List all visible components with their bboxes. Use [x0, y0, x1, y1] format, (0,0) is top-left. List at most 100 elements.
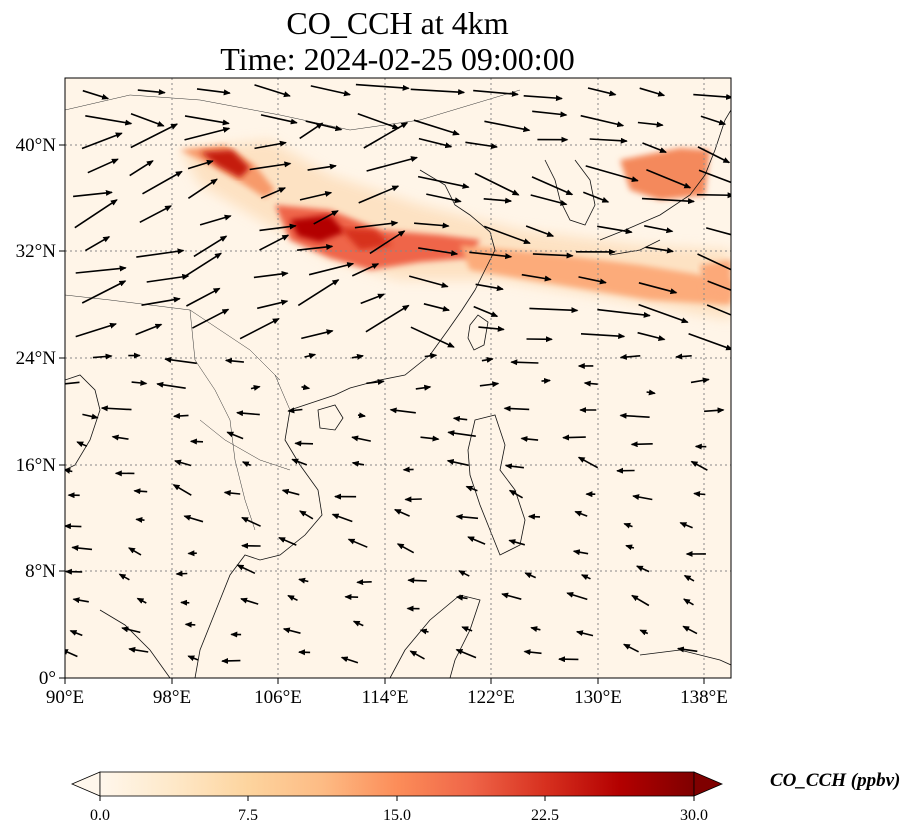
- wind-arrow: [239, 317, 280, 340]
- y-tick-label: 24°N: [16, 348, 57, 369]
- wind-arrow: [693, 93, 731, 100]
- wind-arrow: [682, 625, 698, 635]
- wind-arrow: [635, 565, 650, 573]
- colorbar-gradient: [99, 771, 695, 797]
- wind-arrow: [142, 170, 183, 195]
- wind-arrow: [637, 331, 666, 341]
- wind-arrow: [139, 205, 172, 224]
- wind-arrow: [189, 438, 204, 445]
- wind-arrow: [297, 279, 340, 307]
- wind-arrow: [531, 176, 574, 196]
- wind-arrow: [639, 87, 666, 97]
- wind-arrow: [641, 197, 695, 205]
- wind-arrow: [111, 434, 129, 441]
- wind-arrow: [250, 385, 261, 391]
- wind-arrow: [351, 353, 364, 360]
- wind-arrow: [532, 252, 574, 259]
- wind-arrow: [508, 489, 523, 499]
- x-tick-label: 106°E: [254, 687, 302, 708]
- wind-arrow: [301, 384, 311, 391]
- wind-arrow: [501, 592, 522, 600]
- wind-arrow: [75, 322, 117, 338]
- wind-arrow: [523, 649, 542, 656]
- wind-arrow: [407, 577, 427, 584]
- wind-arrow: [704, 407, 725, 414]
- wind-arrow: [583, 191, 610, 203]
- wind-arrow: [135, 516, 145, 523]
- wind-arrow: [467, 536, 486, 545]
- wind-arrow: [645, 246, 674, 254]
- wind-arrow: [473, 305, 499, 318]
- wind-arrow: [313, 210, 339, 225]
- colorbar-tick-label: 15.0: [383, 807, 411, 824]
- wind-arrow: [282, 627, 301, 634]
- wind-arrow: [484, 120, 531, 133]
- wind-arrow: [173, 412, 189, 419]
- wind-arrow: [706, 304, 731, 316]
- wind-arrow: [137, 89, 166, 96]
- colorbar-tick-label: 7.5: [238, 807, 258, 824]
- wind-arrow: [619, 412, 650, 419]
- wind-arrow: [183, 514, 204, 523]
- wind-arrow: [465, 485, 478, 492]
- wind-arrow: [156, 381, 186, 389]
- wind-arrow: [580, 574, 591, 581]
- x-tick-label: 122°E: [467, 687, 515, 708]
- wind-arrow: [254, 84, 291, 98]
- wind-arrow: [352, 620, 364, 627]
- wind-arrow: [118, 573, 130, 581]
- wind-arrow: [305, 120, 343, 132]
- wind-arrow: [683, 574, 695, 582]
- wind-arrow: [446, 459, 469, 467]
- wind-arrow: [697, 146, 731, 164]
- wind-arrow: [408, 275, 449, 288]
- wind-arrow: [529, 307, 579, 314]
- wind-arrow: [574, 510, 588, 517]
- wind-arrow: [65, 468, 73, 474]
- wind-arrow: [187, 655, 199, 662]
- coastlines: [65, 109, 731, 678]
- wind-arrow: [423, 303, 450, 312]
- wind-arrow: [597, 308, 651, 318]
- wind-arrow: [642, 142, 667, 154]
- x-tick-labels: 90°E 98°E 106°E 114°E 122°E 130°E 138°E: [46, 687, 728, 708]
- wind-arrow: [597, 225, 633, 235]
- wind-arrow: [240, 597, 259, 605]
- wind-arrow: [299, 122, 324, 140]
- colorbar-tick-label: 30.0: [680, 807, 708, 824]
- wind-arrow: [133, 488, 148, 495]
- wind-arrow: [631, 594, 650, 607]
- wind-arrow: [478, 325, 505, 332]
- wind-arrow: [483, 225, 531, 245]
- y-tick-label: 16°N: [16, 455, 57, 476]
- wind-arrow: [566, 592, 588, 601]
- wind-arrow: [572, 549, 589, 556]
- philippines-coastline: [467, 414, 526, 556]
- wind-arrow: [301, 329, 334, 340]
- yangtze-plume-core: [290, 215, 345, 242]
- wind-arrow: [475, 283, 504, 292]
- wind-arrow: [644, 225, 674, 234]
- wind-arrow: [705, 227, 731, 236]
- wind-arrow: [136, 597, 147, 604]
- wind-arrow: [625, 544, 635, 551]
- wind-arrow: [541, 377, 551, 384]
- wind-arrow: [241, 516, 261, 527]
- wind-arrow: [308, 262, 355, 276]
- y-tick-label: 8°N: [25, 561, 56, 582]
- colorbar-tick-label: 0.0: [90, 807, 110, 824]
- wind-arrow: [307, 163, 337, 171]
- wind-arrow: [420, 435, 440, 442]
- borneo-coastline: [389, 594, 481, 678]
- wind-arrow: [369, 230, 406, 255]
- wind-arrow: [259, 234, 290, 251]
- wind-arrow: [347, 538, 368, 548]
- wind-arrow: [85, 115, 133, 126]
- wind-arrow: [363, 122, 409, 149]
- wind-arrow: [65, 381, 80, 385]
- wind-arrow: [65, 523, 82, 530]
- wind-arrow: [82, 89, 110, 100]
- wind-arrow: [639, 629, 649, 636]
- wind-arrow: [304, 352, 317, 359]
